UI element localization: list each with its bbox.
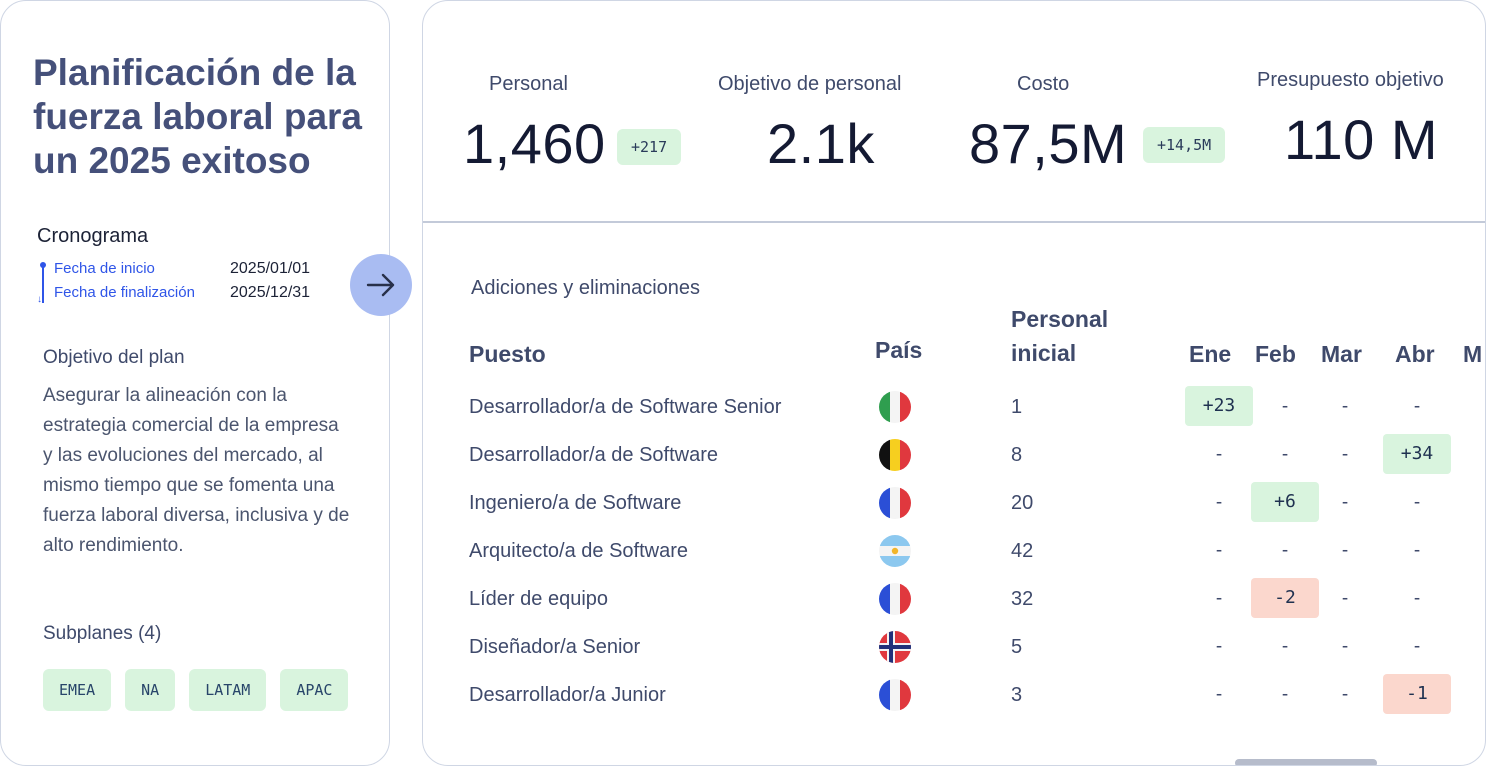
kpi-presupuesto-label: Presupuesto objetivo [1257,69,1444,91]
cell-month-change: -2 [1251,578,1319,618]
plan-detail-card: Personal 1,460 +217 Objetivo de personal… [422,0,1486,766]
cell-month-change: - [1341,636,1349,657]
table-row[interactable]: Desarrollador/a de Software 8 - - - +34 [423,431,1485,479]
objective-text: Asegurar la alineación con la estrategia… [43,385,350,556]
horizontal-scrollbar-thumb[interactable] [1235,759,1377,765]
end-date-label: Fecha de finalización [54,284,195,301]
table-title: Adiciones y eliminaciones [471,277,701,299]
subplan-chip-apac[interactable]: APAC [280,669,349,711]
cell-month-change: - [1413,636,1421,657]
cell-personal-inicial: 20 [1011,492,1034,514]
cell-puesto: Líder de equipo [469,588,609,610]
table-row[interactable]: Ingeniero/a de Software 20 - +6 - - [423,479,1485,527]
cell-month-change: - [1215,540,1223,561]
table-row[interactable]: Diseñador/a Senior 5 - - - - [423,623,1485,671]
kpi-personal-badge: +217 [617,129,682,165]
cell-month-change: - [1215,636,1223,657]
objective-title: Objetivo del plan [43,347,185,368]
subplans-title: Subplanes (4) [43,623,162,644]
header-month-ene: Ene [1189,341,1232,367]
subplan-chip-na[interactable]: NA [125,669,176,711]
plan-sidebar-card: Planificación de la fuerza laboral para … [0,0,390,766]
cell-puesto: Desarrollador/a de Software Senior [469,396,782,418]
timeline-line [42,263,44,303]
end-date-value: 2025/12/31 [230,284,311,301]
cell-month-change: - [1413,396,1421,417]
cell-personal-inicial: 42 [1011,540,1034,562]
header-month-mar: Mar [1321,341,1362,367]
subplan-chip-latam[interactable]: LATAM [189,669,267,711]
kpi-presupuesto-value: 110 M [1284,108,1438,171]
cell-puesto: Desarrollador/a Junior [469,684,666,706]
cell-month-change: - [1341,588,1349,609]
kpi-objetivo-value: 2.1k [767,112,875,175]
cell-month-change: +23 [1185,386,1253,426]
cell-month-change: +6 [1251,482,1319,522]
header-month-feb: Feb [1255,341,1296,367]
subplan-chip-emea[interactable]: EMEA [43,669,112,711]
header-pais: País [875,337,923,363]
start-date-value: 2025/01/01 [230,260,311,277]
cell-puesto: Diseñador/a Senior [469,636,641,658]
next-arrow-button[interactable] [350,254,412,316]
table-row[interactable]: Arquitecto/a de Software 42 - - - - [423,527,1485,575]
cell-puesto: Desarrollador/a de Software [469,444,719,466]
cell-month-change: -1 [1383,674,1451,714]
header-month-abr: Abr [1395,341,1435,367]
cell-month-change: - [1215,444,1223,465]
france-flag-icon [879,679,911,711]
cell-month-change: - [1341,684,1349,705]
timeline-end-arrow-icon: ↓ [37,294,42,305]
header-personal-inicial: Personal inicial [1011,306,1109,366]
kpi-divider [423,221,1485,223]
kpi-costo-label: Costo [1017,73,1070,95]
kpi-personal-value: 1,460 [463,112,606,175]
header-month-may-partial: M [1463,341,1483,367]
cell-personal-inicial: 8 [1011,444,1023,466]
kpi-personal-label: Personal [489,73,568,95]
table-row[interactable]: Líder de equipo 32 - -2 - - [423,575,1485,623]
table-row[interactable]: Desarrollador/a de Software Senior 1 +23 - -… [423,383,1485,431]
start-date-label: Fecha de inicio [54,260,155,277]
timeline-title: Cronograma [37,225,149,247]
kpi-costo-badge: +14,5M [1143,127,1226,163]
cell-personal-inicial: 1 [1011,396,1023,418]
cell-month-change: - [1281,636,1289,657]
cell-puesto: Ingeniero/a de Software [469,492,682,514]
cell-month-change: - [1215,588,1223,609]
france-flag-icon [879,487,911,519]
cell-month-change: - [1341,444,1349,465]
cell-month-change: - [1281,444,1289,465]
cell-month-change: - [1215,492,1223,513]
subplans-list: EMEA NA LATAM APAC [43,669,349,711]
argentina-flag-icon [879,535,911,567]
belgium-flag-icon [879,439,911,471]
cell-month-change: - [1341,492,1349,513]
cell-month-change: - [1281,540,1289,561]
cell-month-change: - [1413,588,1421,609]
timeline-start-dot [40,262,46,268]
cell-puesto: Arquitecto/a de Software [469,540,689,562]
cell-month-change: +34 [1383,434,1451,474]
arrow-right-icon [366,273,395,297]
cell-personal-inicial: 32 [1011,588,1034,610]
cell-month-change: - [1413,540,1421,561]
norway-flag-icon [879,631,911,663]
italy-flag-icon [879,391,911,423]
plan-title: Planificación de la fuerza laboral para … [33,52,363,181]
cell-personal-inicial: 5 [1011,636,1023,658]
cell-month-change: - [1281,396,1289,417]
france-flag-icon [879,583,911,615]
cell-month-change: - [1413,492,1421,513]
cell-month-change: - [1281,684,1289,705]
cell-month-change: - [1341,540,1349,561]
header-puesto: Puesto [469,341,546,367]
cell-personal-inicial: 3 [1011,684,1023,706]
cell-month-change: - [1215,684,1223,705]
kpi-objetivo-label: Objetivo de personal [718,73,902,95]
cell-month-change: - [1341,396,1349,417]
table-row[interactable]: Desarrollador/a Junior 3 - - - -1 [423,671,1485,719]
kpi-costo-value: 87,5M [969,112,1128,175]
